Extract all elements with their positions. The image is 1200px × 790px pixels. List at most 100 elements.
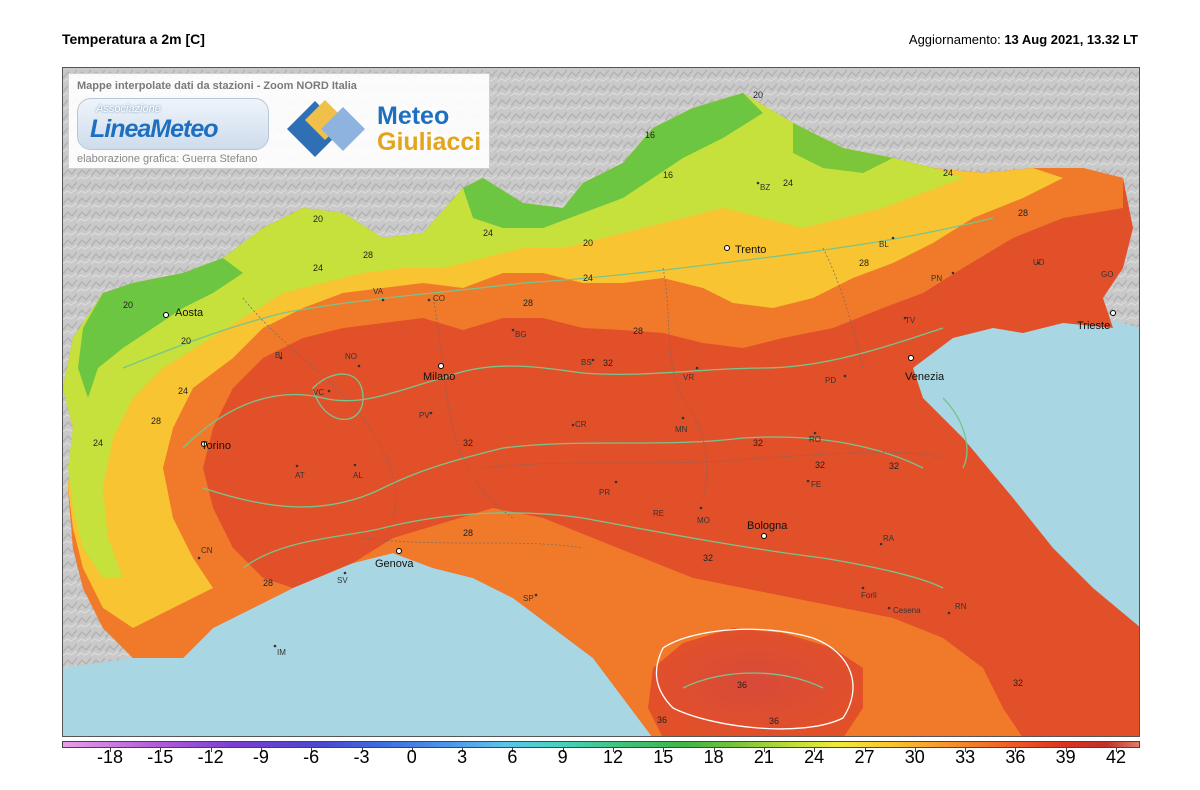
update-info: Aggiornamento: 13 Aug 2021, 13.32 LT xyxy=(909,32,1138,47)
isotherm-label: 36 xyxy=(769,716,780,726)
province-label: CR xyxy=(575,420,587,429)
temperature-map: Aosta Torino Milano Trento Venezia Tries… xyxy=(62,67,1140,737)
temperature-colorbar xyxy=(62,741,1140,748)
isotherm-label: 32 xyxy=(463,438,474,448)
isotherm-label: 20 xyxy=(753,90,764,100)
city-milano: Milano xyxy=(423,371,456,383)
colorbar-tick-label: 42 xyxy=(1105,747,1127,767)
city-markers xyxy=(163,245,1116,554)
colorbar-tick-label: 24 xyxy=(804,747,825,767)
colorbar-tick-label: 39 xyxy=(1055,747,1076,767)
colorbar-tick xyxy=(562,748,564,752)
colorbar-tick xyxy=(763,748,765,752)
isotherm-label: 24 xyxy=(943,168,954,178)
cold-peaks-west xyxy=(78,258,243,398)
colorbar-tick-label: 33 xyxy=(955,747,976,767)
linea-meteo-logo: Associazione LineaMeteo xyxy=(77,98,269,150)
colorbar-tick-label: -12 xyxy=(197,747,224,767)
colorbar-tick xyxy=(160,748,162,752)
province-label: VR xyxy=(683,373,695,382)
logo-name-text: LineaMeteo xyxy=(90,115,219,144)
province-label: Forlì xyxy=(861,591,877,600)
colorbar-tick-label: 15 xyxy=(653,747,674,767)
colorbar-tick-label: 0 xyxy=(406,747,417,767)
province-label: PD xyxy=(825,376,837,385)
isotherm-label: 32 xyxy=(815,460,826,470)
province-label: CO xyxy=(433,294,445,303)
logo-name-a: Linea xyxy=(90,115,151,143)
cold-peaks-central xyxy=(463,93,763,228)
isotherm-label: 32 xyxy=(889,461,900,471)
isotherm-label: 16 xyxy=(663,170,674,180)
province-label: RN xyxy=(955,602,967,611)
credits-subtitle: elaborazione grafica: Guerra Stefano xyxy=(77,153,258,165)
isotherm-label: 24 xyxy=(93,438,104,448)
city-genova: Genova xyxy=(375,558,414,570)
colorbar-tick-label: 21 xyxy=(753,747,774,767)
province-label: BL xyxy=(879,240,889,249)
isotherm-label: 20 xyxy=(313,214,324,224)
isotherm-label: 24 xyxy=(583,273,594,283)
colorbar-tick-label: -6 xyxy=(303,747,320,767)
colorbar-tick xyxy=(210,748,212,752)
colorbar-tick xyxy=(411,748,413,752)
logo-giuliacci-text: Giuliacci xyxy=(377,128,482,156)
isotherm-label: 32 xyxy=(753,438,764,448)
credits-title: Mappe interpolate dati da stazioni - Zoo… xyxy=(77,80,357,92)
isotherm-label: 20 xyxy=(123,300,134,310)
isotherm-label: 24 xyxy=(313,263,324,273)
city-trieste: Trieste xyxy=(1077,320,1111,332)
province-label: MO xyxy=(697,516,710,525)
province-label: SP xyxy=(523,594,534,603)
province-label: SV xyxy=(337,576,348,585)
logo-assoc-text: Associazione xyxy=(96,103,161,115)
province-label: PV xyxy=(419,411,430,420)
colorbar-tick-label: -3 xyxy=(353,747,370,767)
logo-name-b: Meteo xyxy=(150,115,218,143)
colorbar-tick xyxy=(260,748,262,752)
isotherm-label: 32 xyxy=(703,553,714,563)
meteo-giuliacci-logo-icon xyxy=(287,100,365,157)
province-markers xyxy=(197,181,1040,648)
city-torino: Torino xyxy=(201,440,231,452)
isotherm-label: 28 xyxy=(363,250,374,260)
province-label: RE xyxy=(653,509,665,518)
cold-peaks-east xyxy=(793,123,893,173)
map-title: Temperatura a 2m [C] xyxy=(62,31,205,47)
province-label: AL xyxy=(353,471,363,480)
isotherm-lines xyxy=(122,217,994,730)
province-label: VC xyxy=(313,388,325,397)
update-label: Aggiornamento: xyxy=(908,32,1001,47)
province-label: Cesena xyxy=(893,606,921,615)
isotherm-label: 28 xyxy=(151,416,162,426)
isotherm-label: 24 xyxy=(783,178,794,188)
isotherm-label: 28 xyxy=(523,298,534,308)
colorbar-tick-label: 6 xyxy=(507,747,518,767)
isotherm-label: 28 xyxy=(633,326,644,336)
isotherm-label: 32 xyxy=(603,358,614,368)
province-label: VA xyxy=(373,287,384,296)
colorbar-tick-label: 3 xyxy=(457,747,468,767)
isotherm-label: 20 xyxy=(181,336,192,346)
colorbar-tick-label: -9 xyxy=(252,747,269,767)
isotherm-label: 24 xyxy=(483,228,494,238)
province-label: UD xyxy=(1033,258,1045,267)
colorbar-tick xyxy=(1116,748,1117,752)
isotherm-label: 28 xyxy=(263,578,274,588)
colorbar-tick xyxy=(1015,748,1017,752)
province-label: CN xyxy=(201,546,213,555)
city-venezia: Venezia xyxy=(905,371,945,383)
province-label: IM xyxy=(277,648,286,657)
isotherm-label: 28 xyxy=(859,258,870,268)
city-bologna: Bologna xyxy=(747,520,788,532)
adriatic-sea xyxy=(913,318,1139,627)
isotherm-label: 36 xyxy=(657,715,668,725)
map-canvas xyxy=(63,68,1139,736)
province-label: BZ xyxy=(760,183,771,192)
isotherm-label: 24 xyxy=(178,386,189,396)
colorbar-tick xyxy=(462,748,464,752)
province-label: NO xyxy=(345,352,357,361)
province-label: AT xyxy=(295,471,305,480)
colorbar-tick-label: 12 xyxy=(602,747,624,767)
colorbar-tick-label: -15 xyxy=(147,747,174,767)
